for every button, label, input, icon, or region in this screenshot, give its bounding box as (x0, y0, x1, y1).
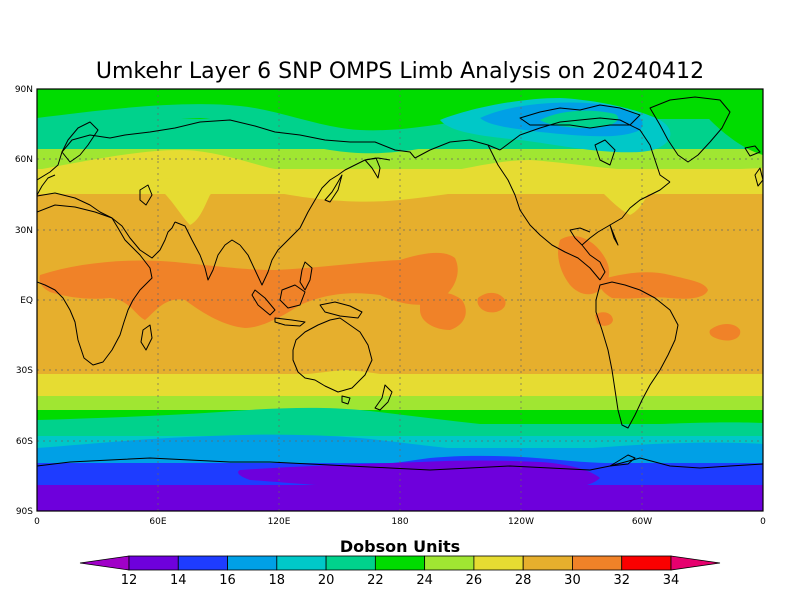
colorbar (79, 555, 721, 571)
polar-north-teal-core (540, 110, 619, 128)
south-teal-wave (37, 407, 763, 436)
colorbar-tick-label: 32 (613, 573, 630, 588)
coast-east-asia (239, 157, 391, 286)
coast-alaska (414, 139, 501, 159)
colorbar-swatch (325, 555, 376, 571)
lat-tick-eq: EQ (20, 296, 33, 306)
colorbar-swatch (128, 555, 179, 571)
coast-iceland (744, 145, 761, 157)
tropical-max-small-1 (477, 292, 506, 313)
coast-eurasia-north (37, 119, 416, 181)
colorbar-swatch (621, 555, 672, 571)
colorbar-swatch (374, 555, 426, 571)
colorbar-tick-label: 28 (515, 573, 532, 588)
lat-tick-30n: 30N (15, 226, 33, 236)
coast-gulf (569, 227, 591, 246)
colorbar-tick-label: 16 (219, 573, 236, 588)
coast-south-america (595, 281, 679, 429)
coast-north-america-east (581, 181, 671, 281)
coast-sumatra (251, 289, 276, 316)
coast-antarctic-peninsula (609, 454, 636, 467)
lat-tick-60s: 60S (16, 437, 33, 447)
coast-canada-north (499, 117, 671, 183)
coast-arctic-islands (519, 104, 641, 129)
lat-tick-90n: 90N (15, 85, 33, 95)
coast-madagascar (140, 324, 153, 351)
tropical-max-central-america (558, 236, 610, 295)
colorbar-tick-label: 22 (367, 573, 384, 588)
coast-new-zealand (374, 384, 393, 411)
colorbar-tick-label: 18 (269, 573, 286, 588)
lat-tick-30s: 30S (16, 366, 33, 376)
coast-florida (609, 224, 619, 246)
coast-borneo (279, 284, 306, 309)
graticule (37, 89, 763, 511)
tropical-max-atlantic (599, 272, 708, 299)
mid-north-yellow (37, 150, 763, 202)
coast-kamchatka (364, 157, 381, 179)
tropical-max-small-2 (709, 324, 741, 341)
coast-greenland (649, 96, 731, 163)
colorbar-max-arrow (670, 555, 721, 571)
coast-hudson (594, 139, 616, 166)
colorbar-swatch (276, 555, 327, 571)
lon-tick-180: 180 (391, 517, 408, 527)
colorbar-tick-label: 14 (170, 573, 187, 588)
yellow-tongue-americas (600, 190, 650, 215)
colorbar-tick-label: 20 (318, 573, 335, 588)
colorbar-tick-label: 30 (564, 573, 581, 588)
coast-scandinavia (61, 121, 99, 163)
colorbar-swatch (473, 555, 524, 571)
lon-tick-0-west: 0 (34, 517, 40, 527)
colorbar-tick-label: 26 (466, 573, 483, 588)
colorbar-ticks: 12 14 16 18 20 22 24 26 28 30 32 34 (121, 573, 680, 588)
tropical-max-pacific (420, 292, 466, 330)
south-blue-wave (37, 434, 763, 463)
lat-axis: 90N 60N 30N EQ 30S 60S 90S (15, 85, 33, 517)
polar-north-teal (37, 104, 600, 154)
lon-tick-0-east: 0 (760, 517, 766, 527)
coast-java (274, 317, 306, 327)
colorbar-swatch (227, 555, 278, 571)
coast-arabia (111, 217, 176, 259)
colorbar-swatch (424, 555, 475, 571)
map-title: Umkehr Layer 6 SNP OMPS Limb Analysis on… (96, 59, 704, 84)
colorbar-tick-label: 24 (416, 573, 433, 588)
colorbar-swatch (177, 555, 228, 571)
coast-japan (324, 174, 343, 203)
lat-tick-90s: 90S (16, 507, 33, 517)
polar-north-green-east (699, 89, 763, 155)
coast-west-europe (37, 174, 56, 196)
coast-caspian (139, 184, 153, 206)
tropical-max-main (39, 252, 458, 328)
coast-north-america-west (487, 144, 601, 281)
colorbar-swatch (572, 555, 623, 571)
lat-tick-60n: 60N (15, 155, 33, 165)
colorbar-tick-label: 34 (663, 573, 680, 588)
colorbar-min-arrow (79, 555, 130, 571)
coast-philippines (299, 261, 313, 291)
lon-tick-60e: 60E (149, 517, 166, 527)
coast-mediterranean (37, 192, 113, 219)
coastlines (37, 96, 763, 471)
lon-axis: 0 60E 120E 180 120W 60W 0 (34, 517, 766, 527)
lon-tick-120e: 120E (268, 517, 291, 527)
coast-tasmania (341, 395, 351, 405)
lon-tick-120w: 120W (508, 517, 534, 527)
yellow-tongue (150, 178, 220, 225)
colorbar-label: Dobson Units (340, 537, 460, 556)
antarctic-purple-core (238, 460, 600, 492)
lon-tick-60w: 60W (632, 517, 652, 527)
coast-india (174, 221, 241, 281)
coast-antarctica (37, 457, 763, 471)
coast-new-guinea (319, 301, 363, 319)
coast-uk (754, 167, 763, 187)
coast-australia (292, 317, 373, 393)
map-frame (36, 88, 764, 512)
colorbar-tick-label: 12 (121, 573, 138, 588)
coast-africa (37, 204, 153, 366)
colorbar-swatch (522, 555, 573, 571)
